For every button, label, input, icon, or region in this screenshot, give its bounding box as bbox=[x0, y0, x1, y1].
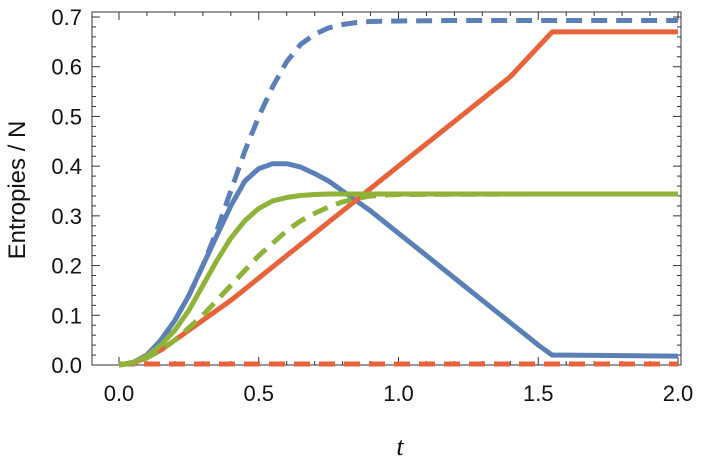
y-tick-label: 0.0 bbox=[51, 353, 82, 378]
y-tick-label: 0.2 bbox=[51, 254, 82, 279]
x-tick-label: 1.5 bbox=[523, 381, 554, 406]
series-line-2 bbox=[118, 18, 678, 368]
x-tick-label: 2.0 bbox=[663, 381, 694, 406]
x-tick-label: 1.0 bbox=[383, 381, 414, 406]
y-tick-label: 0.4 bbox=[51, 154, 82, 179]
series-line-3 bbox=[118, 29, 678, 368]
ticks: 0.0 0.5 1.0 1.5 2.0 0.0 0.1 0.2 0.3 0.4 0.5 0.6 0.7 bbox=[51, 5, 693, 406]
y-tick-label: 0.5 bbox=[51, 104, 82, 129]
series-group bbox=[118, 18, 679, 368]
x-axis-label: t bbox=[396, 432, 404, 461]
y-tick-label: 0.1 bbox=[51, 303, 82, 328]
plot-frame bbox=[91, 11, 682, 366]
y-tick-label: 0.3 bbox=[51, 204, 82, 229]
y-tick-label: 0.7 bbox=[51, 5, 82, 30]
x-tick-label: 0.0 bbox=[104, 381, 135, 406]
x-tick-label: 0.5 bbox=[243, 381, 274, 406]
series-line-6 bbox=[118, 191, 678, 368]
series-line-5 bbox=[118, 191, 678, 368]
y-axis-label: Entropies / N bbox=[4, 121, 31, 260]
y-tick-label: 0.6 bbox=[51, 55, 82, 80]
